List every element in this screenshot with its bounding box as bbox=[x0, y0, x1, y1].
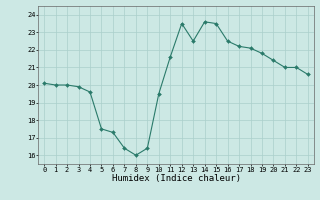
X-axis label: Humidex (Indice chaleur): Humidex (Indice chaleur) bbox=[111, 174, 241, 183]
